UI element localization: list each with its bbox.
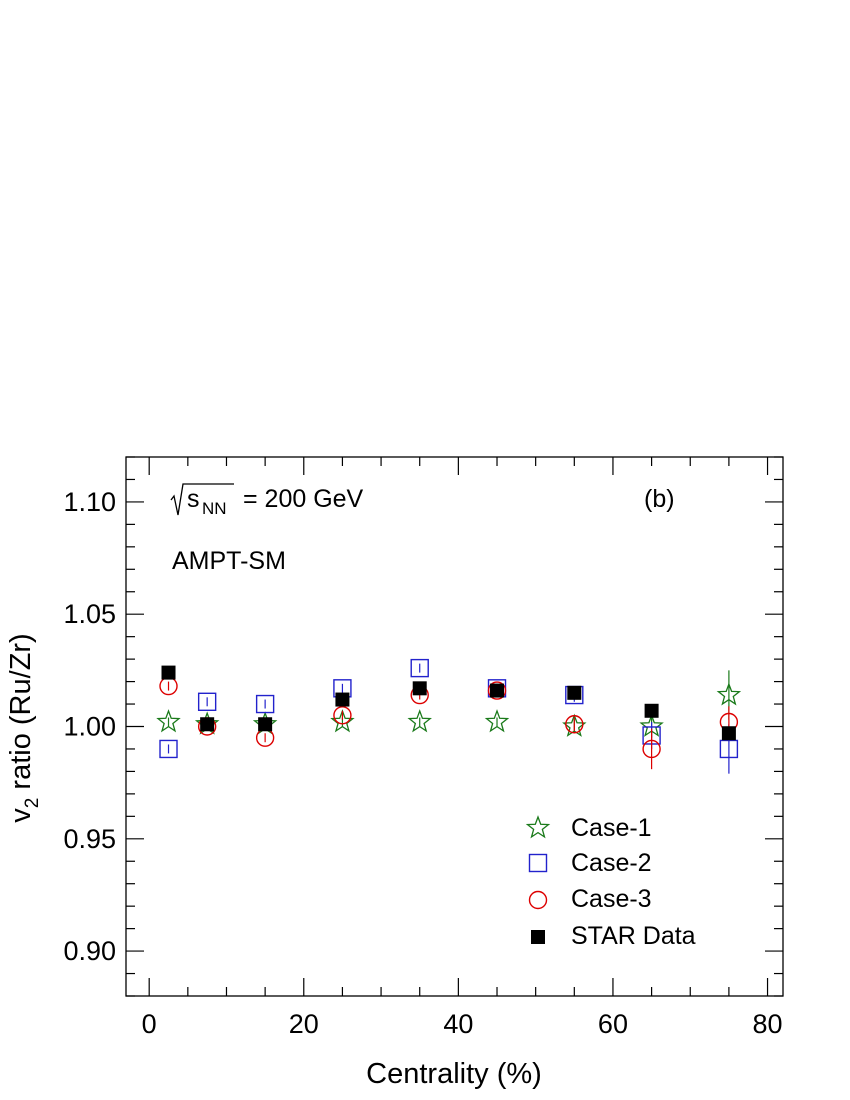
- y-tick-label: 0.95: [63, 824, 116, 854]
- legend-marker-case-3: [528, 890, 548, 910]
- series-star-data: [161, 665, 736, 741]
- axis-ticks: [126, 456, 783, 997]
- data-point: [159, 739, 178, 759]
- y-tick-label: 1.10: [63, 487, 116, 517]
- data-point: [335, 692, 350, 707]
- data-point: [719, 739, 739, 759]
- legend-label-star-data: STAR Data: [571, 922, 696, 950]
- data-point: [156, 709, 181, 733]
- data-point: [644, 703, 659, 718]
- data-point: [565, 715, 584, 734]
- energy-symbol: s: [187, 485, 200, 513]
- data-point: [407, 709, 432, 733]
- data-point: [716, 682, 742, 706]
- y-tick-label: 1.00: [63, 712, 116, 742]
- y-tick-label: 0.90: [63, 936, 116, 966]
- data-point: [200, 717, 215, 732]
- axis-tick-labels: 0 20 40 60 80 0.90 0.95 1.00 1.05 1.10: [63, 487, 782, 1039]
- svg-text:v2 ratio (Ru/Zr): v2 ratio (Ru/Zr): [5, 633, 43, 822]
- legend-label-case-3: Case-3: [571, 885, 652, 913]
- x-axis-label: Centrality (%): [366, 1058, 542, 1090]
- data-point: [642, 739, 661, 759]
- legend-label-case-1: Case-1: [571, 814, 652, 842]
- x-tick-label: 0: [142, 1009, 157, 1039]
- x-tick-label: 40: [443, 1009, 473, 1039]
- series-case-3: [159, 676, 739, 770]
- energy-subscript: NN: [202, 499, 227, 518]
- data-point: [490, 683, 505, 698]
- y-label-sub: 2: [22, 798, 43, 809]
- data-point: [333, 706, 352, 725]
- energy-annotation: s NN = 200 GeV: [170, 483, 364, 518]
- legend-marker: [531, 930, 545, 944]
- y-label-main: v: [5, 808, 37, 823]
- legend-label-case-2: Case-2: [571, 849, 652, 877]
- x-tick-label: 60: [598, 1009, 628, 1039]
- y-tick-label: 1.05: [63, 599, 116, 629]
- data-point: [258, 717, 273, 732]
- energy-label: = 200 GeV: [243, 485, 364, 513]
- data-point: [484, 709, 510, 733]
- plot-frame: [125, 456, 784, 997]
- data-point: [721, 726, 736, 741]
- legend-marker-star-data: [531, 930, 545, 944]
- panel-label: (b): [644, 485, 675, 513]
- data-point: [412, 681, 427, 696]
- data-point: [161, 665, 176, 680]
- model-label: AMPT-SM: [172, 547, 286, 575]
- data-point: [197, 692, 217, 711]
- y-label-rest: ratio (Ru/Zr): [5, 633, 37, 797]
- y-axis-label: v2 ratio (Ru/Zr): [5, 633, 43, 822]
- data-points: [156, 658, 742, 774]
- x-tick-label: 80: [753, 1009, 783, 1039]
- data-point: [410, 658, 429, 678]
- data-point: [255, 694, 275, 714]
- legend-marker: [525, 815, 551, 839]
- x-tick-label: 20: [289, 1009, 319, 1039]
- legend-marker-case-2: [528, 853, 548, 873]
- legend-marker: [528, 890, 548, 910]
- legend: Case-1 Case-2 Case-3 STAR Data: [525, 814, 696, 950]
- legend-marker: [528, 853, 548, 873]
- data-point: [567, 685, 582, 700]
- sqrt-symbol: [170, 483, 234, 516]
- legend-marker-case-1: [525, 815, 551, 839]
- data-point: [487, 681, 507, 700]
